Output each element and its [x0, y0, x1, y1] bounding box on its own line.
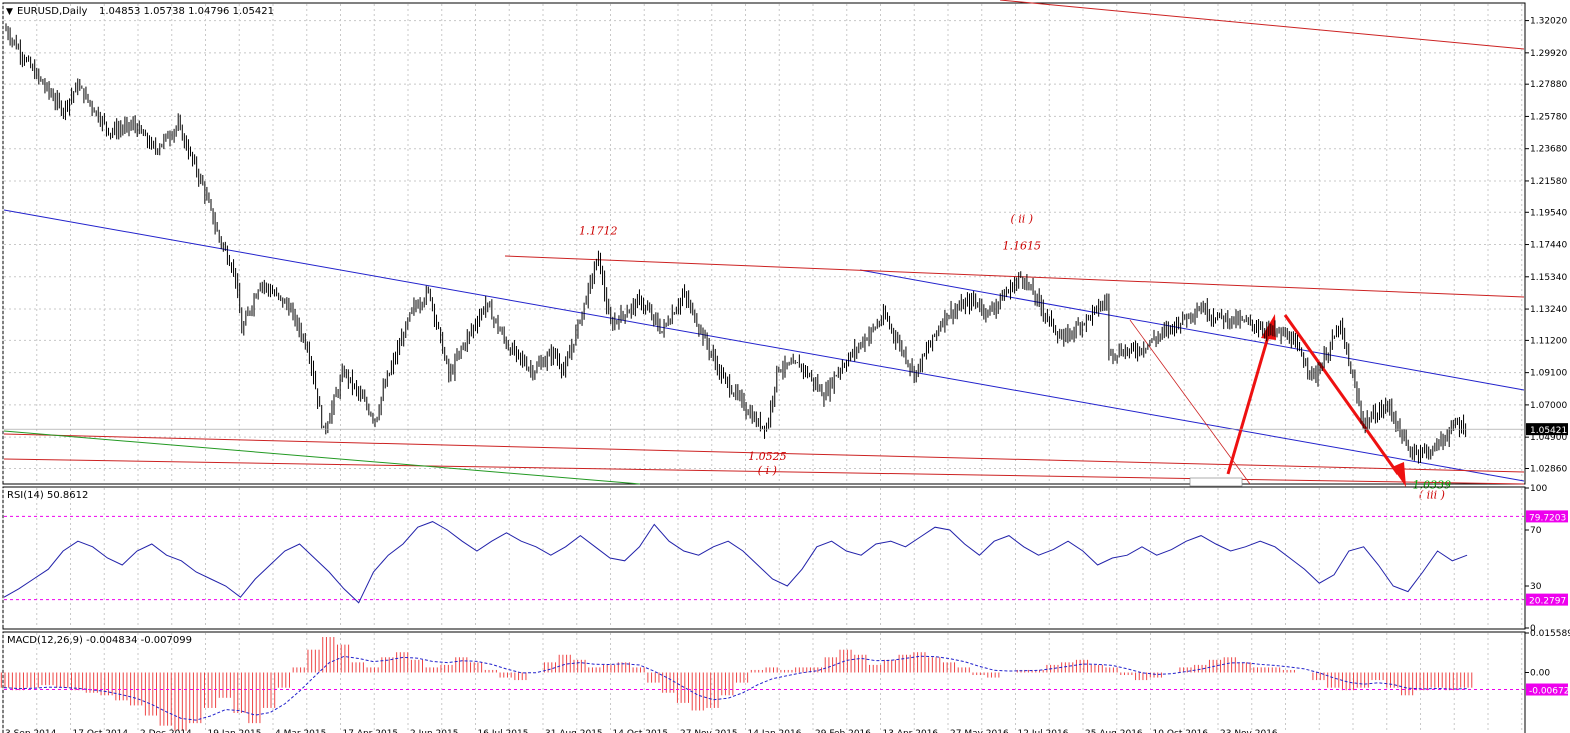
x-tick-label-10: 27 Nov 2015	[680, 729, 738, 733]
x-tick-label-9: 14 Oct 2015	[613, 729, 669, 733]
level-label-1: 1.1615	[1003, 239, 1042, 252]
price-annotations: 1.1712 1.1615 1.0525 1.0339 ( ii ) ( i ) ( iii…	[4, 212, 1568, 501]
support-green	[3, 430, 641, 485]
forecast-arrow-down	[1283, 314, 1400, 475]
x-tick-label-2: 2 Dec 2014	[140, 729, 192, 733]
rsi-level-label-0: 79.7203	[1529, 513, 1566, 523]
x-tick-label-6: 2 Jun 2015	[410, 729, 458, 733]
price-grid	[2, 4, 1524, 484]
y-tick-label-14: 1.02860	[1530, 464, 1567, 474]
thin-red-trend	[1129, 319, 1251, 485]
macd-signal-line	[3, 655, 1468, 721]
price-ohlc: 1.04853 1.05738 1.04796 1.05421	[99, 6, 274, 17]
level-label-0: 1.1712	[579, 224, 618, 237]
rsi-tick-label-1: 70	[1530, 526, 1542, 536]
x-tick-label-0: 3 Sep 2014	[5, 729, 57, 733]
rsi-pane[interactable]: 79.7203 20.2797 100 70 30 0 RSI(14) 50.8612	[2, 484, 1568, 634]
rsi-tick-label-0: 100	[1530, 484, 1547, 494]
channel-red-base	[3, 458, 1525, 485]
channel-blue-upper-short	[859, 269, 1525, 391]
x-tick-label-15: 12 Jul 2016	[1018, 729, 1069, 733]
x-tick-label-7: 16 Jul 2015	[478, 729, 529, 733]
level-label-2: 1.0525	[748, 450, 787, 463]
rsi-level-label-1: 20.2797	[1529, 597, 1566, 607]
y-tick-label-2: 1.27880	[1530, 80, 1567, 90]
forecast-arrow-down-head	[1392, 462, 1406, 487]
y-tick-label-5: 1.21580	[1530, 177, 1567, 187]
price-axis: 1.32020 1.29920 1.27880 1.25780 1.23680 1.215…	[1525, 17, 1567, 474]
x-tick-label-16: 25 Aug 2016	[1085, 729, 1143, 733]
x-tick-label-4: 4 Mar 2015	[275, 729, 326, 733]
y-tick-label-4: 1.23680	[1530, 145, 1567, 155]
chart-header: ▼ EURUSD,Daily 1.04853 1.05738 1.04796 1…	[6, 6, 274, 17]
rsi-title: RSI(14) 50.8612	[7, 490, 88, 501]
x-tick-label-11: 14 Jan 2016	[748, 729, 802, 733]
macd-pane-frame	[2, 631, 1526, 733]
rsi-line	[3, 521, 1468, 604]
x-tick-label-14: 27 May 2016	[950, 729, 1009, 733]
macd-plot: -0.006721	[0, 637, 1570, 731]
last-price-label: 1.05421	[1530, 426, 1567, 436]
x-tick-label-8: 31 Aug 2015	[545, 729, 603, 733]
rsi-tick-label-2: 30	[1530, 582, 1542, 592]
y-tick-label-6: 1.19540	[1530, 208, 1567, 218]
rsi-axis: 100 70 30 0	[1525, 484, 1547, 634]
y-tick-label-8: 1.15340	[1530, 273, 1567, 283]
forecast-arrow-up	[1226, 329, 1272, 475]
y-tick-label-0: 1.32020	[1530, 17, 1567, 27]
channel-red-upper	[504, 255, 1525, 298]
y-tick-label-3: 1.25780	[1530, 112, 1567, 122]
x-tick-label-13: 13 Apr 2016	[883, 729, 939, 733]
wave-label-0: ( ii )	[1010, 212, 1033, 225]
macd-signal-label: -0.006721	[1529, 687, 1570, 697]
y-tick-label-7: 1.17440	[1530, 241, 1567, 251]
level-label-3: 1.0339	[1413, 478, 1452, 491]
x-tick-label-17: 10 Oct 2016	[1153, 729, 1209, 733]
x-tick-label-18: 23 Nov 2016	[1220, 729, 1278, 733]
chart-menu-icon[interactable]: ▼	[6, 7, 13, 17]
time-axis: 3 Sep 2014 17 Oct 2014 2 Dec 2014 19 Jan 20…	[5, 729, 1278, 733]
price-pane[interactable]: 1.32020 1.29920 1.27880 1.25780 1.23680 1.215…	[2, 0, 1568, 501]
y-tick-label-10: 1.11200	[1530, 336, 1567, 346]
y-tick-label-11: 1.09100	[1530, 369, 1567, 379]
price-title: EURUSD,Daily	[17, 6, 88, 17]
x-tick-label-1: 17 Oct 2014	[73, 729, 129, 733]
price-pane-frame	[2, 2, 1526, 485]
rsi-grid	[2, 488, 1523, 628]
low-marker-box	[1189, 477, 1243, 487]
rsi-tick-label-3: 0	[1530, 624, 1536, 634]
y-tick-label-13: 1.04900	[1530, 433, 1567, 443]
y-tick-label-9: 1.13240	[1530, 305, 1567, 315]
y-tick-label-12: 1.07000	[1530, 401, 1567, 411]
channel-blue-upper-long	[3, 209, 1525, 482]
y-tick-label-1: 1.29920	[1530, 49, 1567, 59]
price-candles	[5, 23, 1467, 464]
last-price-tag	[1526, 423, 1568, 436]
wave-label-1: ( i )	[758, 464, 777, 477]
macd-title: MACD(12,26,9) -0.004834 -0.007099	[7, 635, 192, 646]
macd-tick-label-1: 0.00	[1530, 668, 1550, 678]
rsi-level-tag-0	[1526, 510, 1568, 523]
rsi-plot: 79.7203 20.2797	[3, 510, 1568, 607]
macd-tick-label-0: 0.015589	[1530, 629, 1570, 639]
x-tick-label-12: 29 Feb 2016	[815, 729, 871, 733]
channel-red-lower	[3, 433, 1525, 473]
macd-signal-tag	[1526, 683, 1568, 696]
wave-label-2: ( iii )	[1419, 488, 1445, 501]
x-tick-label-3: 19 Jan 2015	[208, 729, 262, 733]
x-tick-label-5: 17 Apr 2015	[343, 729, 399, 733]
channel-red-top	[999, 0, 1525, 50]
rsi-level-tag-1	[1526, 593, 1568, 606]
